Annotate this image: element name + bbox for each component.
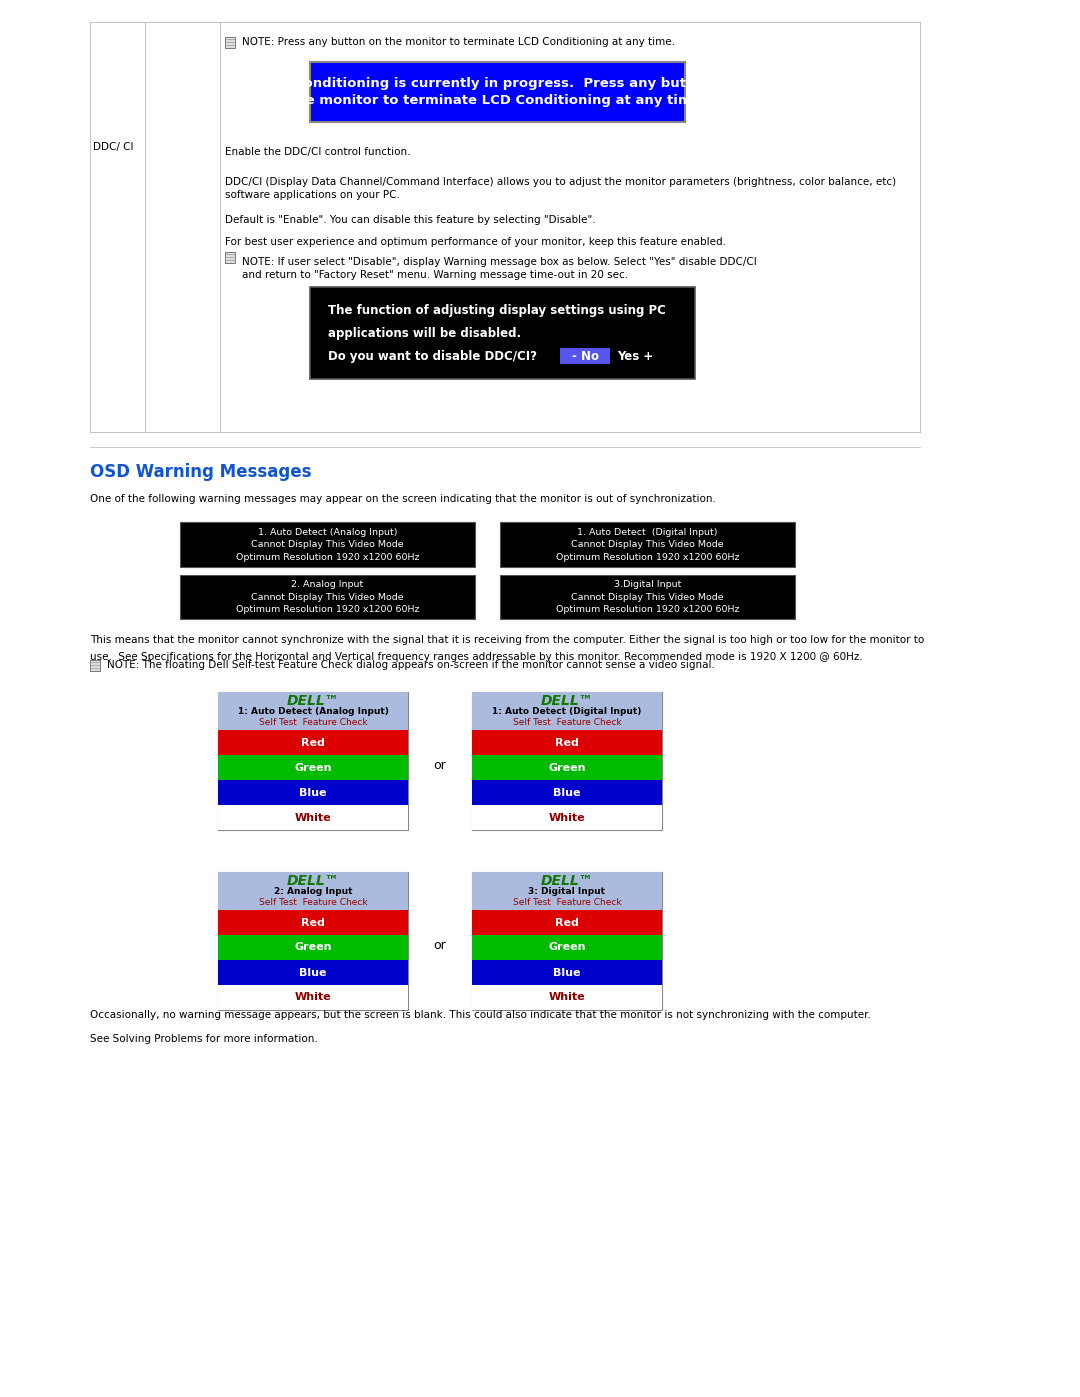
Text: White: White <box>295 813 332 823</box>
Text: Blue: Blue <box>299 788 327 798</box>
Text: 1: Auto Detect (Digital Input): 1: Auto Detect (Digital Input) <box>492 707 642 717</box>
Text: DELL™: DELL™ <box>286 873 339 887</box>
FancyBboxPatch shape <box>218 960 408 985</box>
Text: DELL™: DELL™ <box>541 693 593 707</box>
Text: Green: Green <box>549 763 585 773</box>
Text: the monitor to terminate LCD Conditioning at any time.: the monitor to terminate LCD Conditionin… <box>289 94 705 108</box>
Text: Self Test  Feature Check: Self Test Feature Check <box>259 718 367 726</box>
Text: 2. Analog Input
Cannot Display This Video Mode
Optimum Resolution 1920 x1200 60H: 2. Analog Input Cannot Display This Vide… <box>235 580 419 615</box>
Text: Self Test  Feature Check: Self Test Feature Check <box>513 718 621 726</box>
FancyBboxPatch shape <box>472 985 662 1010</box>
Text: One of the following warning messages may appear on the screen indicating that t: One of the following warning messages ma… <box>90 495 716 504</box>
Text: Blue: Blue <box>299 968 327 978</box>
FancyBboxPatch shape <box>472 909 662 935</box>
FancyBboxPatch shape <box>472 754 662 780</box>
FancyBboxPatch shape <box>218 985 408 1010</box>
Text: LCD Conditioning is currently in progress.  Press any button on: LCD Conditioning is currently in progres… <box>260 77 734 89</box>
Text: NOTE: The floating Dell Self-test Feature Check dialog appears on-screen if the : NOTE: The floating Dell Self-test Featur… <box>107 659 715 671</box>
Text: Blue: Blue <box>553 968 581 978</box>
FancyBboxPatch shape <box>218 805 408 830</box>
Text: applications will be disabled.: applications will be disabled. <box>328 327 522 339</box>
FancyBboxPatch shape <box>218 692 408 731</box>
FancyBboxPatch shape <box>218 731 408 754</box>
FancyBboxPatch shape <box>90 659 100 671</box>
Text: For best user experience and optimum performance of your monitor, keep this feat: For best user experience and optimum per… <box>225 237 726 247</box>
Text: Green: Green <box>549 943 585 953</box>
Text: Self Test  Feature Check: Self Test Feature Check <box>259 898 367 907</box>
FancyBboxPatch shape <box>218 780 408 805</box>
FancyBboxPatch shape <box>218 692 408 830</box>
FancyBboxPatch shape <box>310 61 685 122</box>
FancyBboxPatch shape <box>472 692 662 830</box>
FancyBboxPatch shape <box>561 348 610 365</box>
Text: Red: Red <box>301 738 325 747</box>
FancyBboxPatch shape <box>310 286 696 379</box>
FancyBboxPatch shape <box>225 251 235 263</box>
Text: NOTE: If user select "Disable", display Warning message box as below. Select "Ye: NOTE: If user select "Disable", display … <box>242 257 757 281</box>
FancyBboxPatch shape <box>472 872 662 1010</box>
Text: Blue: Blue <box>553 788 581 798</box>
Text: Enable the DDC/CI control function.: Enable the DDC/CI control function. <box>225 147 410 156</box>
FancyBboxPatch shape <box>180 522 475 567</box>
Text: NOTE: Press any button on the monitor to terminate LCD Conditioning at any time.: NOTE: Press any button on the monitor to… <box>242 36 675 47</box>
Text: 3.Digital Input
Cannot Display This Video Mode
Optimum Resolution 1920 x1200 60H: 3.Digital Input Cannot Display This Vide… <box>556 580 739 615</box>
Text: DELL™: DELL™ <box>541 873 593 887</box>
FancyBboxPatch shape <box>218 935 408 960</box>
FancyBboxPatch shape <box>472 731 662 754</box>
Text: Yes +: Yes + <box>617 349 653 362</box>
FancyBboxPatch shape <box>500 522 795 567</box>
FancyBboxPatch shape <box>500 576 795 619</box>
Text: use.  See Specifications for the Horizontal and Vertical frequency ranges addres: use. See Specifications for the Horizont… <box>90 652 863 662</box>
FancyBboxPatch shape <box>472 805 662 830</box>
Text: White: White <box>549 813 585 823</box>
Text: - No: - No <box>571 349 598 362</box>
Text: DDC/CI (Display Data Channel/Command Interface) allows you to adjust the monitor: DDC/CI (Display Data Channel/Command Int… <box>225 177 896 200</box>
Text: Red: Red <box>555 918 579 928</box>
Text: Default is "Enable". You can disable this feature by selecting "Disable".: Default is "Enable". You can disable thi… <box>225 215 596 225</box>
Text: White: White <box>295 992 332 1003</box>
FancyBboxPatch shape <box>472 692 662 731</box>
Text: Self Test  Feature Check: Self Test Feature Check <box>513 898 621 907</box>
Text: White: White <box>549 992 585 1003</box>
Text: DELL™: DELL™ <box>286 693 339 707</box>
Text: OSD Warning Messages: OSD Warning Messages <box>90 462 311 481</box>
Text: 1: Auto Detect (Analog Input): 1: Auto Detect (Analog Input) <box>238 707 389 717</box>
FancyBboxPatch shape <box>472 960 662 985</box>
Text: 1. Auto Detect (Analog Input)
Cannot Display This Video Mode
Optimum Resolution : 1. Auto Detect (Analog Input) Cannot Dis… <box>235 528 419 562</box>
Text: 2: Analog Input: 2: Analog Input <box>273 887 352 895</box>
FancyBboxPatch shape <box>218 872 408 1010</box>
Text: Do you want to disable DDC/CI?: Do you want to disable DDC/CI? <box>328 349 537 362</box>
FancyBboxPatch shape <box>225 36 235 47</box>
FancyBboxPatch shape <box>218 754 408 780</box>
Text: See Solving Problems for more information.: See Solving Problems for more informatio… <box>90 1034 318 1044</box>
Text: Green: Green <box>294 763 332 773</box>
FancyBboxPatch shape <box>180 576 475 619</box>
Text: Red: Red <box>301 918 325 928</box>
Text: This means that the monitor cannot synchronize with the signal that it is receiv: This means that the monitor cannot synch… <box>90 636 924 645</box>
FancyBboxPatch shape <box>218 872 408 909</box>
FancyBboxPatch shape <box>472 935 662 960</box>
Text: 3: Digital Input: 3: Digital Input <box>528 887 606 895</box>
Text: 1. Auto Detect  (Digital Input)
Cannot Display This Video Mode
Optimum Resolutio: 1. Auto Detect (Digital Input) Cannot Di… <box>556 528 739 562</box>
Text: Red: Red <box>555 738 579 747</box>
FancyBboxPatch shape <box>472 780 662 805</box>
Text: The function of adjusting display settings using PC: The function of adjusting display settin… <box>328 303 666 317</box>
Text: Occasionally, no warning message appears, but the screen is blank. This could al: Occasionally, no warning message appears… <box>90 1010 870 1020</box>
Text: Green: Green <box>294 943 332 953</box>
FancyBboxPatch shape <box>218 909 408 935</box>
Text: DDC/ CI: DDC/ CI <box>93 142 134 152</box>
FancyBboxPatch shape <box>472 872 662 909</box>
Text: or: or <box>434 759 446 771</box>
Text: or: or <box>434 939 446 951</box>
